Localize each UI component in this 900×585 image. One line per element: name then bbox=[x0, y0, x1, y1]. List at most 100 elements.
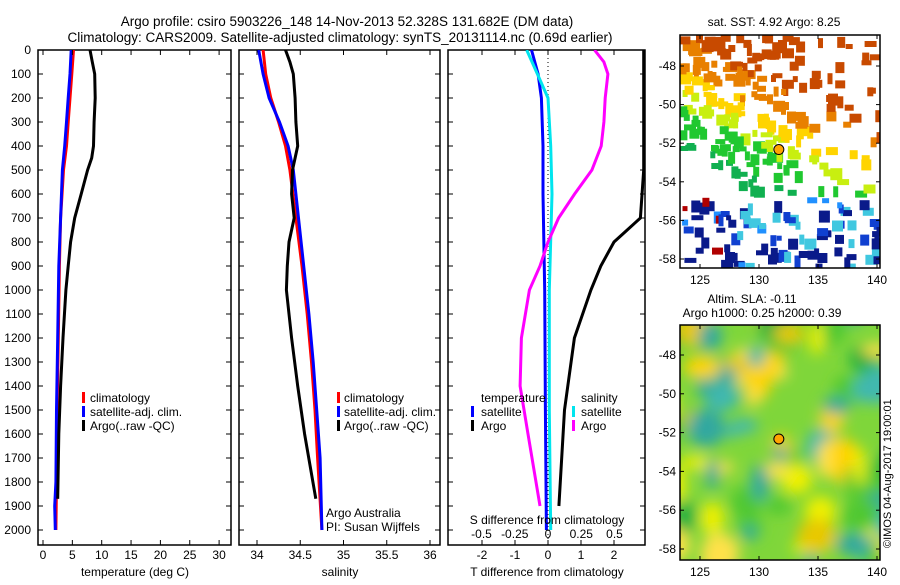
depth-tick-label: 1800 bbox=[4, 475, 31, 489]
sst-cell bbox=[758, 117, 770, 129]
s-diff-label: S difference from climatology bbox=[470, 513, 625, 527]
sst-cell bbox=[747, 57, 758, 64]
sst-cell bbox=[731, 166, 739, 179]
sst-cell bbox=[689, 128, 700, 139]
sst-cell bbox=[718, 214, 724, 227]
sst-cell bbox=[796, 135, 802, 148]
sst-cell bbox=[846, 263, 856, 268]
legend-swatch-satellite bbox=[82, 406, 85, 417]
sst-cell bbox=[797, 116, 809, 128]
sst-cell bbox=[703, 105, 712, 118]
sla-blob bbox=[853, 446, 866, 486]
sst-cell bbox=[680, 75, 692, 85]
sst-cell bbox=[711, 60, 718, 68]
sst-cell bbox=[730, 112, 739, 122]
sst-cell bbox=[761, 49, 772, 59]
sst-cell bbox=[694, 227, 704, 238]
sst-cell bbox=[859, 200, 870, 211]
x-tick-label: 35 bbox=[337, 548, 351, 562]
sst-cell bbox=[728, 219, 737, 228]
sst-cell bbox=[711, 163, 720, 169]
sst-cell bbox=[827, 73, 833, 85]
sst-cell bbox=[684, 257, 697, 263]
x-tick-label: 34.5 bbox=[289, 548, 313, 562]
sst-cell bbox=[864, 41, 877, 47]
sla-blob bbox=[862, 343, 880, 357]
difference-legend: temperature satellite Argo salinity sate… bbox=[471, 391, 622, 433]
sst-cell bbox=[838, 204, 844, 214]
sst-cell bbox=[695, 247, 704, 254]
sst-cell bbox=[762, 158, 769, 165]
sst-cell bbox=[834, 247, 843, 257]
temperature-legend: climatology satellite-adj. clim. Argo(..… bbox=[82, 391, 182, 433]
sst-cell bbox=[789, 61, 799, 71]
s-diff-tick-label: -0.5 bbox=[471, 527, 492, 541]
sst-cell bbox=[817, 253, 828, 263]
sst-cell bbox=[773, 100, 786, 112]
sst-cell bbox=[849, 113, 862, 123]
sst-cell bbox=[781, 102, 789, 110]
depth-tick-label: 700 bbox=[11, 211, 31, 225]
sla-blob bbox=[723, 356, 751, 371]
sst-cell bbox=[826, 111, 837, 122]
sst-cell bbox=[767, 94, 773, 105]
credit-text: Argo Australia bbox=[326, 506, 401, 520]
sst-cell bbox=[769, 122, 775, 135]
sla-blob bbox=[751, 464, 769, 502]
sst-cell bbox=[773, 135, 781, 142]
legend-label: satellite bbox=[581, 405, 622, 419]
sst-cell bbox=[764, 35, 773, 44]
salinity-legend: climatology satellite-adj. clim. Argo(..… bbox=[337, 391, 436, 433]
depth-tick-label: 900 bbox=[11, 259, 31, 273]
sst-cell bbox=[728, 119, 736, 129]
salinity-x-label: salinity bbox=[322, 565, 359, 579]
sst-cell bbox=[748, 218, 758, 228]
sst-cell bbox=[719, 144, 731, 152]
sst-cell bbox=[846, 254, 857, 261]
sst-cell bbox=[835, 62, 845, 74]
sst-cell bbox=[717, 148, 724, 156]
legend-title-salinity: salinity bbox=[581, 391, 618, 405]
sst-cell bbox=[773, 172, 783, 183]
legend-swatch-satellite bbox=[337, 406, 340, 417]
sla-blob bbox=[680, 455, 715, 469]
sst-cell bbox=[792, 76, 798, 83]
sst-cell bbox=[799, 126, 811, 137]
sst-cell bbox=[698, 106, 706, 116]
legend-swatch-climatology bbox=[337, 392, 340, 403]
depth-tick-label: 1300 bbox=[4, 355, 31, 369]
sla-blob bbox=[773, 365, 788, 380]
sst-cell bbox=[753, 186, 765, 198]
x-tick-label: 15 bbox=[124, 548, 138, 562]
sla-blob bbox=[835, 533, 874, 556]
x-tick-label: 25 bbox=[183, 548, 197, 562]
sst-cell bbox=[719, 126, 729, 135]
x-tick-label: 35.5 bbox=[375, 548, 399, 562]
legend-swatch bbox=[572, 420, 575, 431]
sla-blob bbox=[822, 397, 851, 415]
sst-cell bbox=[794, 255, 801, 268]
sst-cell bbox=[766, 156, 773, 166]
sst-cell bbox=[682, 40, 691, 52]
sst-cell bbox=[772, 73, 783, 79]
sst-cell bbox=[847, 220, 857, 231]
depth-tick-label: 1600 bbox=[4, 427, 31, 441]
sst-cell bbox=[788, 37, 800, 46]
sst-cell bbox=[706, 95, 718, 107]
sst-cell bbox=[745, 262, 755, 268]
sst-cell bbox=[782, 132, 792, 138]
sst-cell bbox=[725, 73, 736, 81]
sst-cell bbox=[818, 186, 825, 198]
sst-cell bbox=[732, 146, 740, 153]
sst-cell bbox=[720, 211, 730, 217]
salinity-panel: 34 34.5 35 35.5 36 salinity climatology sate… bbox=[238, 49, 441, 579]
sst-cell bbox=[818, 210, 830, 223]
sla-blob bbox=[698, 325, 722, 351]
sst-cell bbox=[701, 62, 710, 72]
sst-cell bbox=[691, 76, 703, 86]
sst-cell bbox=[686, 143, 695, 148]
sst-cell bbox=[832, 220, 843, 232]
sst-cell bbox=[756, 148, 767, 154]
sst-cell bbox=[760, 132, 773, 138]
sst-cell bbox=[799, 82, 808, 93]
